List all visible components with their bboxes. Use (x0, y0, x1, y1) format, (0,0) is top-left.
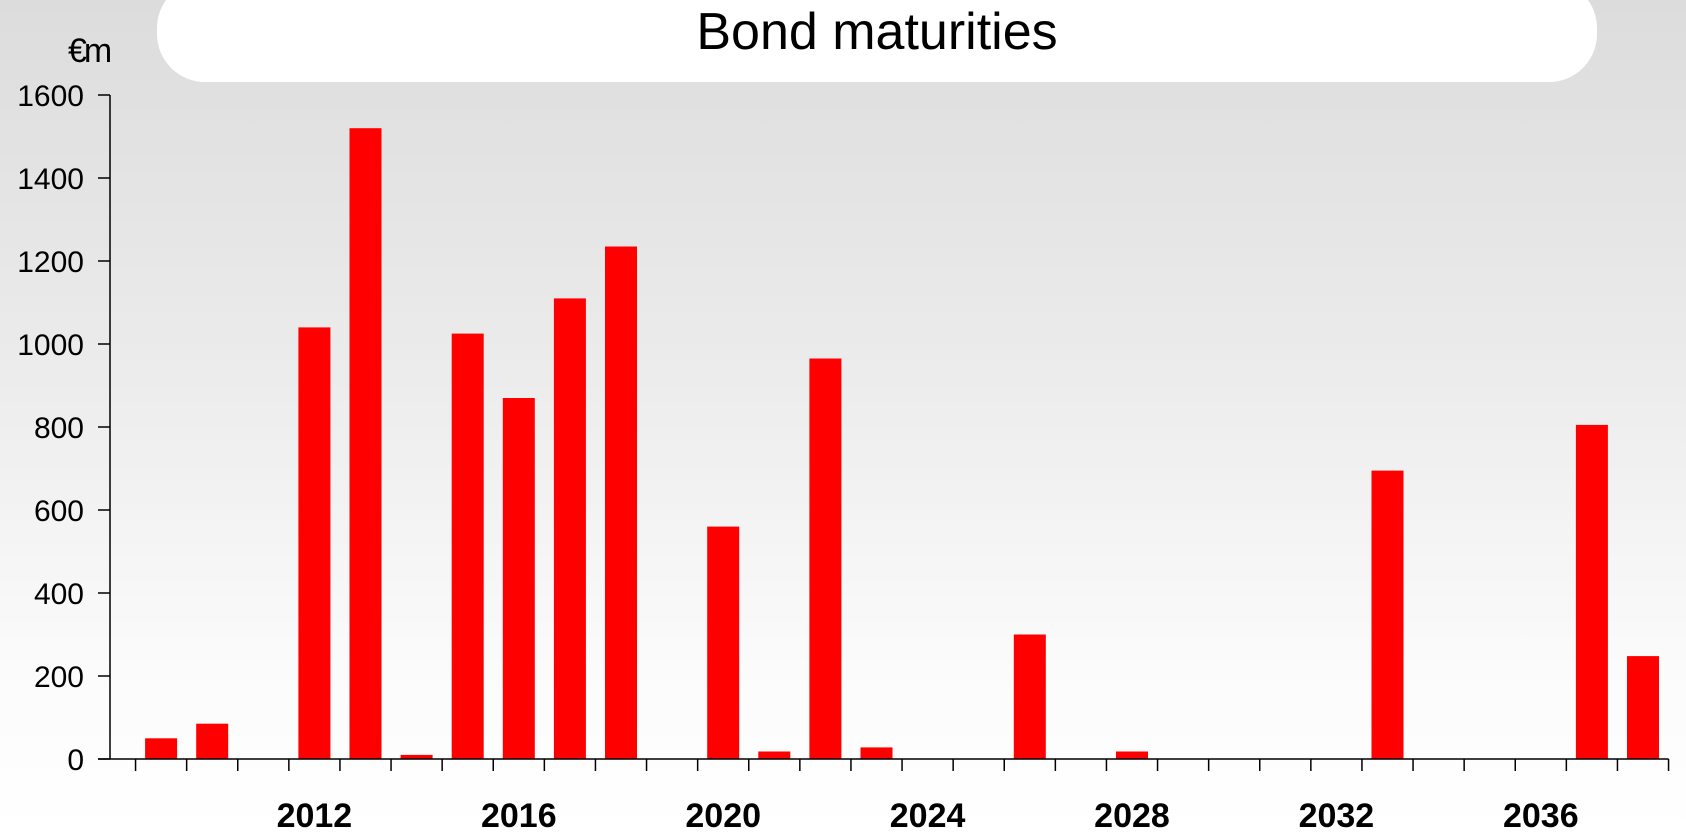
y-axis-unit-label: €m (68, 32, 112, 70)
bar-2038 (1627, 656, 1659, 759)
bar-2028 (1116, 751, 1148, 759)
x-tick-label-2032: 2032 (1299, 797, 1375, 835)
y-tick-label-1200: 1200 (17, 246, 84, 279)
x-tick-label-2036: 2036 (1503, 797, 1579, 835)
bar-2033 (1371, 470, 1404, 759)
bar-2013 (349, 128, 382, 759)
bar-2021 (758, 751, 791, 759)
y-tick-label-200: 200 (34, 661, 84, 694)
bar-2017 (553, 298, 586, 759)
x-tick-label-2020: 2020 (685, 797, 761, 835)
y-tick-label-0: 0 (67, 744, 84, 777)
bar-2022 (809, 358, 842, 759)
x-tick-label-2024: 2024 (890, 797, 966, 835)
bar-2020 (707, 526, 740, 759)
x-tick-label-2012: 2012 (277, 797, 353, 835)
y-tick-label-600: 600 (34, 495, 84, 528)
chart-title: Bond maturities (696, 3, 1058, 61)
bar-2018 (605, 246, 637, 759)
y-tick-label-1000: 1000 (17, 329, 84, 362)
chart-title-box: Bond maturities (157, 0, 1597, 82)
y-tick-label-1400: 1400 (17, 163, 84, 196)
x-tick-label-2028: 2028 (1094, 797, 1170, 835)
bar-2010 (196, 723, 229, 759)
x-tick-label-2016: 2016 (481, 797, 557, 835)
bar-2026 (1013, 634, 1046, 759)
bar-2023 (860, 747, 893, 759)
bar-2016 (502, 398, 535, 759)
y-tick-label-400: 400 (34, 578, 84, 611)
y-tick-label-800: 800 (34, 412, 84, 445)
bar-2009 (145, 738, 178, 760)
bar-2015 (451, 333, 484, 759)
y-tick-label-1600: 1600 (17, 80, 84, 113)
bar-2012 (298, 327, 331, 759)
bar-2037 (1575, 424, 1608, 759)
bar-2014 (400, 754, 433, 759)
